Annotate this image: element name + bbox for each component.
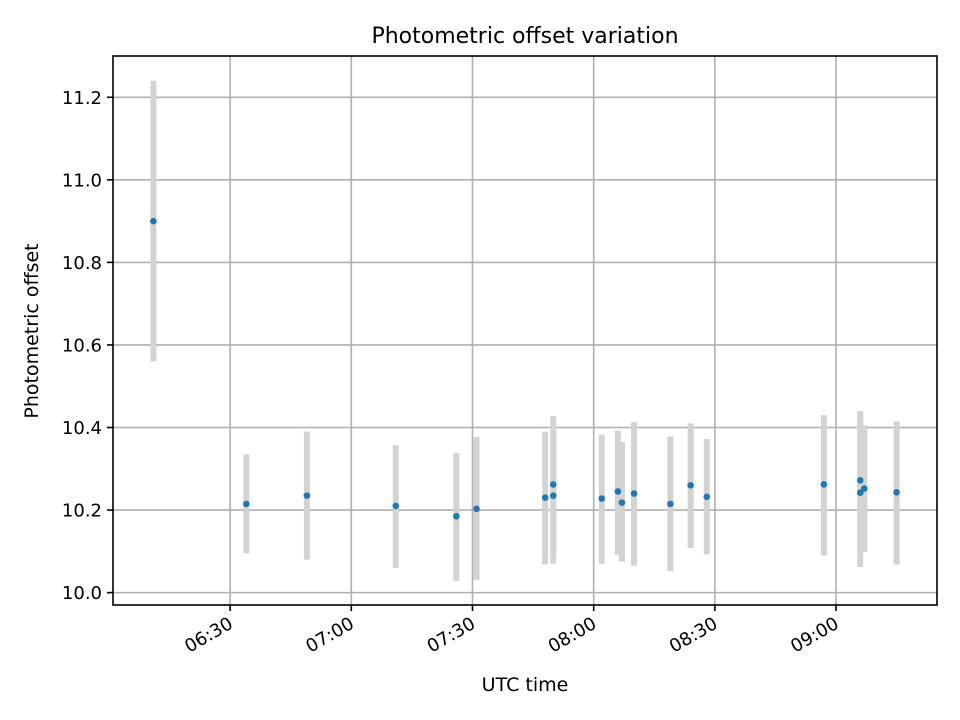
data-point bbox=[687, 481, 694, 489]
x-axis-label: UTC time bbox=[482, 674, 569, 696]
data-point bbox=[703, 493, 711, 501]
chart-title: Photometric offset variation bbox=[371, 24, 678, 49]
data-point bbox=[820, 481, 828, 488]
data-point bbox=[242, 500, 250, 508]
y-tick-label: 10.0 bbox=[62, 583, 102, 604]
data-point bbox=[392, 502, 400, 510]
data-point bbox=[618, 499, 626, 506]
y-axis-ticks: 10.0 10.2 10.4 10.6 10.8 11.0 11.2 bbox=[62, 88, 113, 604]
data-points bbox=[150, 217, 900, 520]
data-point bbox=[856, 489, 864, 497]
y-tick-label: 11.0 bbox=[62, 170, 102, 191]
data-point bbox=[667, 500, 674, 508]
data-point bbox=[630, 490, 638, 497]
y-tick-label: 11.2 bbox=[62, 88, 102, 109]
y-tick-label: 10.6 bbox=[62, 335, 102, 356]
data-point bbox=[303, 492, 311, 499]
y-axis-label: Photometric offset bbox=[21, 243, 43, 418]
data-point bbox=[549, 492, 557, 499]
y-tick-label: 10.2 bbox=[62, 501, 102, 522]
data-point bbox=[453, 512, 460, 520]
grid-lines bbox=[113, 56, 937, 605]
data-point bbox=[893, 489, 900, 496]
data-point bbox=[541, 494, 549, 501]
data-point bbox=[860, 485, 868, 492]
data-point bbox=[598, 495, 606, 502]
data-point bbox=[856, 477, 864, 484]
data-point bbox=[614, 488, 622, 495]
y-tick-label: 10.8 bbox=[62, 253, 102, 274]
y-tick-label: 10.4 bbox=[62, 418, 102, 439]
data-point bbox=[549, 481, 557, 488]
data-point bbox=[473, 505, 480, 513]
plot-frame bbox=[112, 55, 938, 606]
data-point bbox=[150, 217, 157, 225]
